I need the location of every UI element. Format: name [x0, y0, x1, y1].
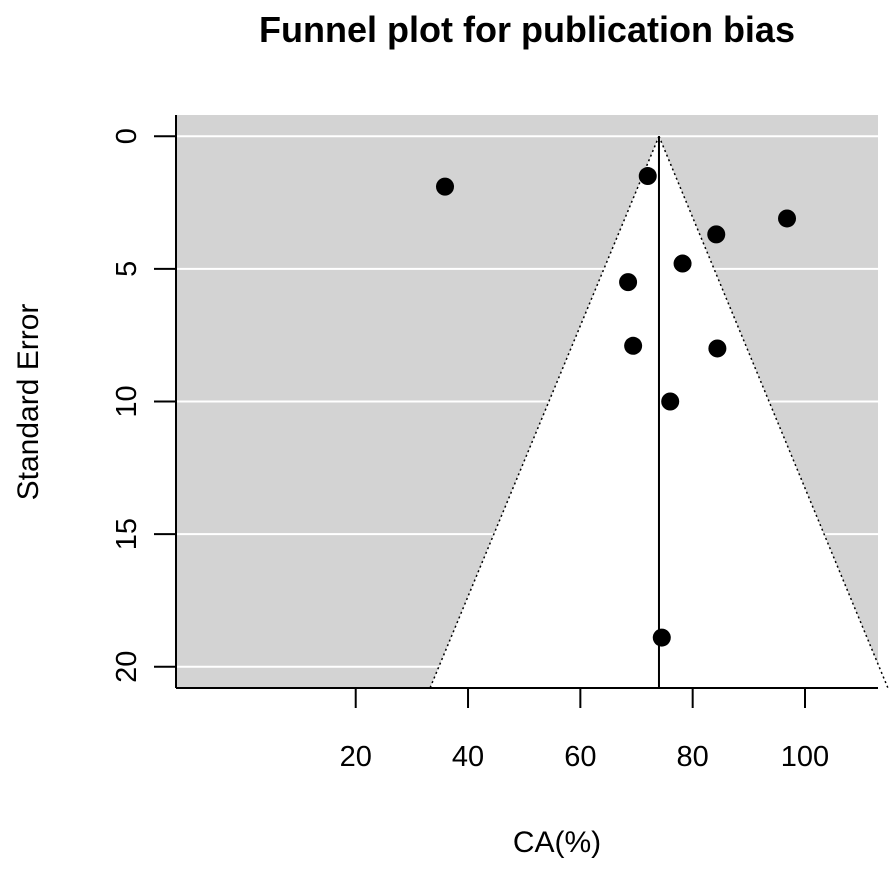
y-tick-label: 20	[111, 651, 143, 683]
x-tick-label: 100	[781, 741, 829, 773]
y-axis-label: Standard Error	[12, 304, 45, 501]
x-tick-label: 60	[564, 741, 596, 773]
y-tick-label: 10	[111, 385, 143, 417]
x-axis-label: CA(%)	[513, 826, 601, 859]
x-tick-label: 20	[340, 741, 372, 773]
data-point	[778, 209, 797, 228]
axes: 0 5 10 15 20 20 40 60 80 100	[111, 115, 878, 773]
data-point	[673, 254, 692, 273]
data-point	[619, 273, 638, 292]
y-tick-label: 0	[111, 128, 143, 144]
y-tick-label: 15	[111, 518, 143, 550]
data-point	[661, 392, 680, 411]
x-tick-label: 40	[452, 741, 484, 773]
y-tick-label: 5	[111, 261, 143, 277]
chart-title: Funnel plot for publication bias	[259, 9, 795, 50]
data-point	[708, 339, 727, 358]
data-point	[652, 628, 671, 647]
data-point	[436, 177, 455, 196]
data-point	[707, 225, 726, 244]
plot-area	[176, 115, 889, 689]
data-point	[638, 167, 657, 186]
x-tick-label: 80	[677, 741, 709, 773]
data-point	[624, 336, 643, 355]
